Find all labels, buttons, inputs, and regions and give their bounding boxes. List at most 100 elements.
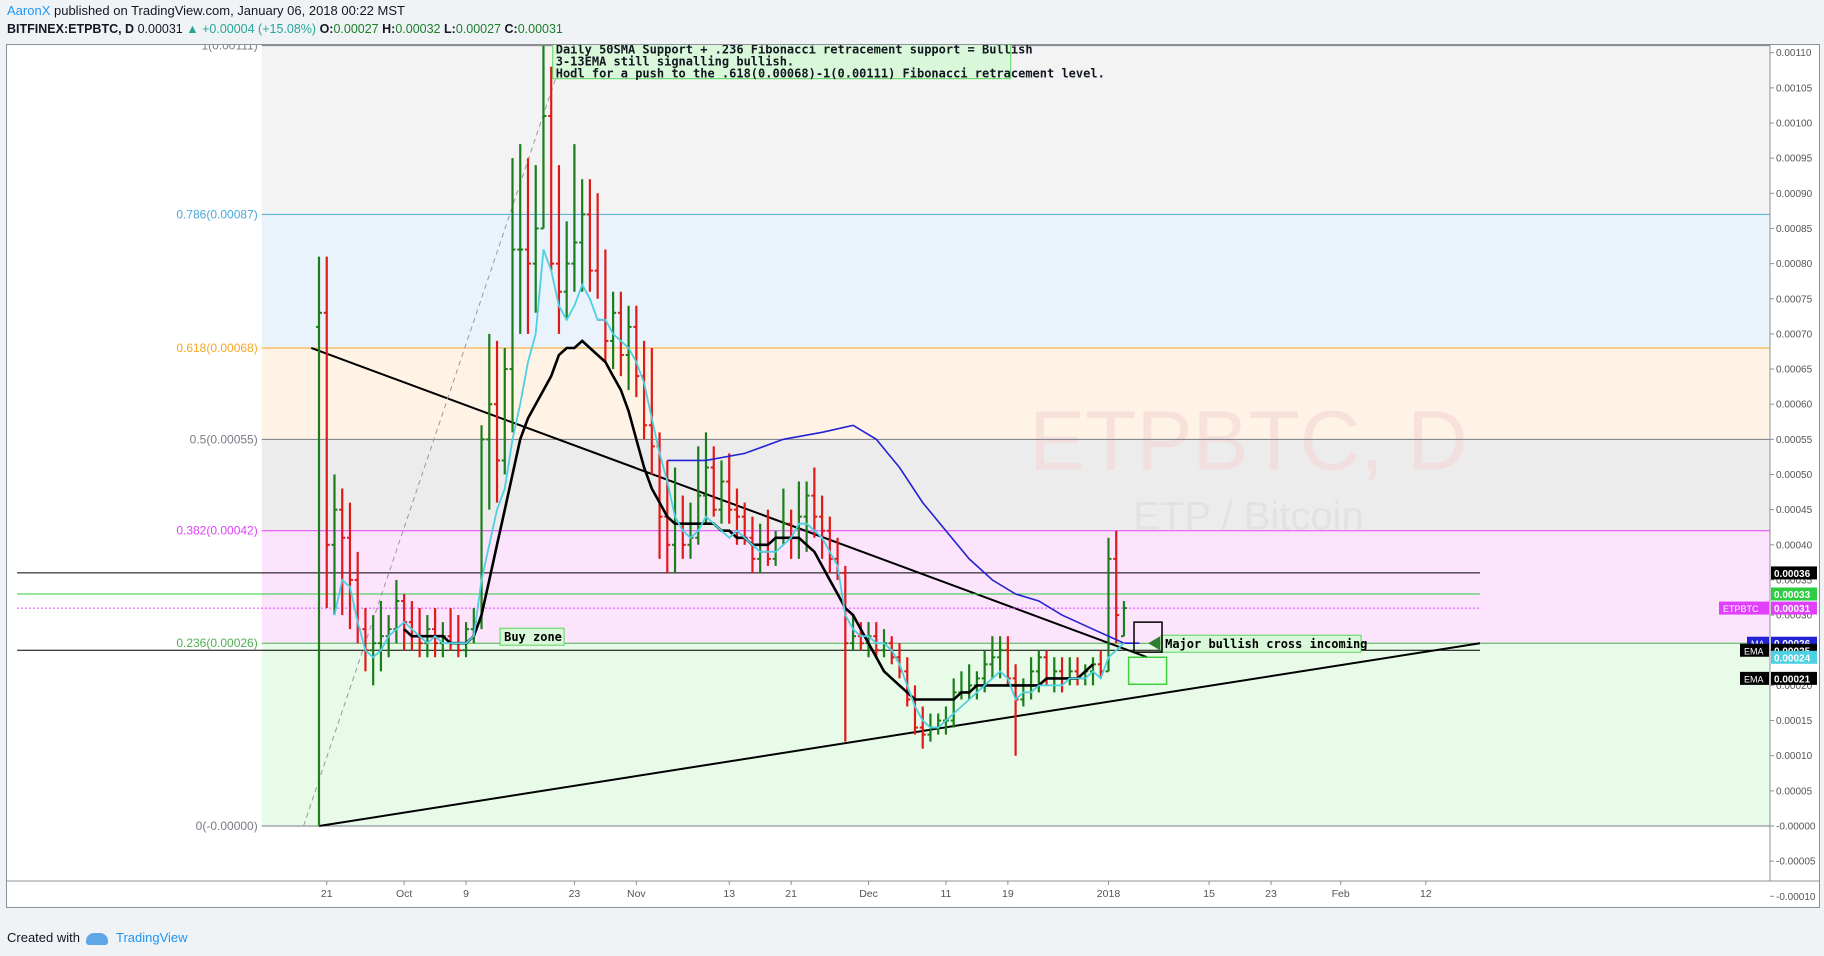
chart-canvas[interactable]: ETPBTC, D ETP / Bitcoin 1(0.00111) 0.786(0.…	[7, 45, 1819, 907]
annotation-line-2: Hodl for a push to the .618(0.00068)-1(0…	[556, 67, 1105, 81]
y-tick-label-22: -0.00000	[1776, 822, 1816, 833]
x-tick-label-9: 19	[1002, 888, 1014, 900]
price-badge-6: 0.00021 EMA	[1740, 671, 1817, 685]
bar-41	[633, 305, 640, 398]
x-tick-label-13: Feb	[1332, 888, 1350, 900]
bar-0	[316, 256, 322, 826]
fib-band-4	[261, 530, 1770, 644]
y-tick-label-5: 0.00085	[1776, 224, 1813, 235]
y-tick-label-10: 0.00060	[1776, 400, 1813, 411]
bar-87	[989, 636, 996, 679]
price-badge-bg	[1771, 650, 1817, 664]
author-link[interactable]: AaronX	[7, 3, 51, 18]
x-tick-label-2: 9	[463, 888, 469, 900]
price-badge-2: 0.00031 ETPBTC	[1719, 601, 1817, 615]
x-tick-label-7: Dec	[859, 888, 878, 900]
bar-63	[803, 481, 810, 552]
fib-label-1: 0.786(0.00087)	[176, 207, 257, 221]
bar-72	[873, 622, 880, 658]
y-tick-label-2: 0.00100	[1776, 119, 1813, 130]
last-price: 0.00031	[137, 22, 183, 36]
price-badge-0: 0.00036	[1771, 566, 1817, 580]
bullish-cross-text: Major bullish cross incoming	[1165, 637, 1367, 651]
bar-29	[540, 45, 547, 230]
bar-33	[571, 144, 578, 292]
annotation-line-1: 3-13EMA still signalling bullish.	[556, 55, 794, 69]
footer-brand[interactable]: TradingView	[115, 930, 188, 945]
fib-label-4: 0.382(0.00042)	[176, 524, 257, 538]
price-badge-bg	[1771, 601, 1817, 615]
y-tick-label-9: 0.00065	[1776, 365, 1813, 376]
fib-label-0: 1(0.00111)	[201, 45, 257, 53]
y-tick-label-8: 0.00070	[1776, 329, 1813, 340]
price-badge-label: 0.00031	[1774, 604, 1811, 615]
y-tick-label-6: 0.00080	[1776, 259, 1813, 270]
bar-50	[703, 432, 709, 524]
x-tick-label-12: 23	[1265, 888, 1277, 900]
y-tick-label-1: 0.00105	[1776, 83, 1813, 94]
bar-34	[579, 179, 586, 292]
highlight-box-black	[1133, 621, 1163, 653]
y-tick-label-11: 0.00055	[1776, 435, 1813, 446]
y-tick-label-12: 0.00050	[1776, 470, 1813, 481]
price-badge-tag: EMA	[1744, 674, 1764, 684]
x-tick-label-4: Nov	[627, 888, 646, 900]
publish-info: AaronX published on TradingView.com, Jan…	[7, 3, 405, 18]
x-tick-label-14: 12	[1420, 888, 1432, 900]
price-change: ▲ +0.00004 (+15.08%)	[186, 22, 317, 36]
footer: Created with TradingView	[7, 930, 188, 945]
bar-68	[842, 565, 849, 742]
y-tick-label-20: 0.00010	[1776, 751, 1813, 762]
price-badge-bg	[1771, 671, 1817, 685]
ema-fast-line	[333, 249, 1125, 729]
bar-66	[826, 516, 833, 573]
bar-22	[486, 333, 493, 510]
bar-43	[648, 347, 655, 475]
y-tick-label-24: -0.00010	[1776, 892, 1816, 903]
bar-32	[563, 221, 570, 320]
y-tick-label-13: 0.00045	[1776, 505, 1813, 516]
price-badge-label: 0.00024	[1774, 653, 1811, 664]
tradingview-logo-icon	[85, 932, 108, 945]
close-value: 0.00031	[517, 22, 563, 36]
x-tick-label-8: 11	[940, 888, 951, 900]
x-tick-label-0: 21	[321, 888, 333, 900]
high-value: 0.00032	[395, 22, 441, 36]
fib-label-3: 0.5(0.00055)	[190, 432, 258, 446]
y-tick-label-15: 0.00035	[1776, 575, 1813, 586]
arrow-left-icon	[1148, 636, 1161, 651]
bar-52	[718, 460, 725, 524]
bar-4	[346, 502, 353, 630]
bar-65	[819, 495, 826, 559]
bar-28	[532, 165, 539, 313]
symbol-name[interactable]: BITFINEX:ETPBTC, D	[7, 22, 135, 36]
bar-35	[586, 179, 593, 292]
price-badge-label: 0.00036	[1774, 569, 1811, 580]
bar-19	[463, 622, 470, 658]
bar-64	[811, 467, 818, 538]
annotation-bullish-cross: Major bullish cross incoming	[1160, 634, 1367, 653]
bar-23	[494, 340, 501, 503]
fib-band-1	[261, 214, 1770, 348]
y-tick-label-19: 0.00015	[1776, 716, 1813, 727]
bar-38	[610, 291, 617, 370]
trendline-2	[303, 45, 568, 827]
price-badge-bg	[1771, 587, 1817, 601]
bar-103	[1113, 530, 1120, 644]
annotation-main-box	[552, 45, 1012, 80]
low-value: 0.00027	[455, 22, 501, 36]
y-tick-label-7: 0.00075	[1776, 294, 1813, 305]
y-tick-label-14: 0.00040	[1776, 540, 1813, 551]
bar-27	[524, 158, 531, 334]
sma50-line	[667, 424, 1140, 645]
x-tick-label-5: 13	[723, 888, 735, 900]
price-badge-tag-bg	[1740, 643, 1769, 657]
y-tick-label-16: 0.00030	[1776, 611, 1813, 622]
buy-zone-text: Buy zone	[504, 630, 562, 644]
chart-frame[interactable]: ETPBTC, D ETP / Bitcoin 1(0.00111) 0.786(0.…	[6, 44, 1820, 908]
open-label: O:	[319, 22, 334, 36]
bar-49	[695, 446, 702, 545]
bullish-cross-box	[1160, 634, 1362, 653]
y-tick-label-0: 0.00110	[1776, 48, 1812, 59]
buy-zone-box	[499, 627, 565, 646]
